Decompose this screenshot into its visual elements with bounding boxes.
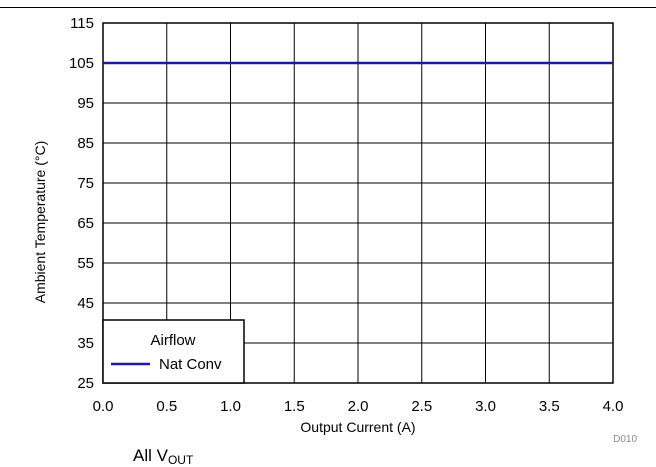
y-tick-label: 35: [77, 335, 94, 352]
y-tick-label: 115: [70, 15, 94, 32]
y-tick-label: 65: [77, 215, 94, 232]
legend-box: [102, 319, 245, 384]
x-tick-label: 2.0: [348, 398, 369, 415]
y-axis-title: Ambient Temperature (°C): [32, 141, 48, 304]
caption-main: All V: [133, 446, 168, 465]
x-tick-label: 3.5: [539, 398, 560, 415]
legend: Airflow Nat Conv: [102, 319, 245, 384]
x-tick-label: 3.0: [475, 398, 496, 415]
x-tick-label: 0.0: [93, 398, 114, 415]
y-tick-label: 95: [77, 95, 94, 112]
y-tick-label: 105: [69, 55, 94, 72]
x-tick-label: 0.5: [156, 398, 177, 415]
x-tick-label: 4.0: [603, 398, 624, 415]
x-axis-title: Output Current (A): [300, 419, 415, 435]
caption-subscript: OUT: [167, 453, 194, 467]
legend-label-nat-conv: Nat Conv: [159, 356, 222, 373]
figure-id: D010: [613, 434, 637, 445]
y-tick-label: 85: [77, 135, 94, 152]
y-tick-label: 75: [77, 175, 94, 192]
legend-title: Airflow: [150, 332, 195, 349]
y-tick-label: 55: [77, 255, 94, 272]
y-tick-label: 45: [77, 295, 94, 312]
tick-labels: 0.0 0.5 1.0 1.5 2.0 2.5 3.0 3.5 4.0 25 35 45 55 65 75 8…: [69, 15, 623, 415]
x-tick-label: 2.5: [411, 398, 432, 415]
x-tick-label: 1.5: [284, 398, 305, 415]
plot-frame: [102, 22, 614, 384]
x-tick-label: 1.0: [220, 398, 241, 415]
caption: All VOUT: [133, 446, 193, 467]
y-tick-label: 25: [77, 375, 94, 392]
